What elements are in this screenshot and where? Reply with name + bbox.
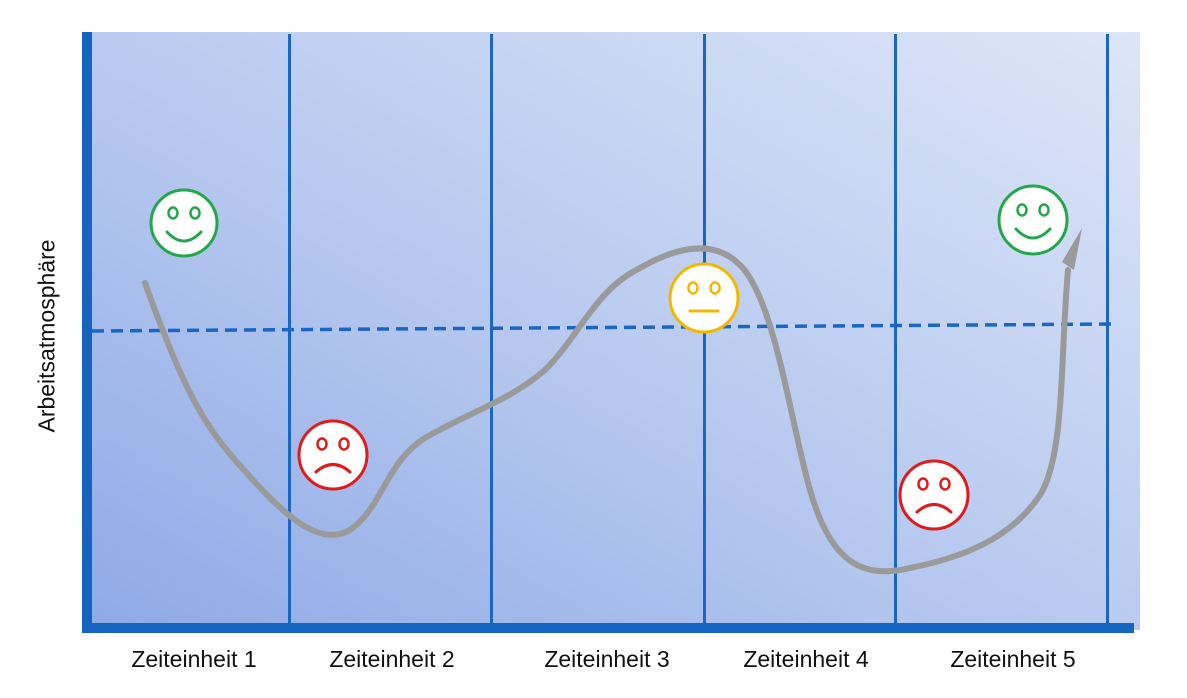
x-axis-label: Zeiteinheit 2 <box>329 646 455 672</box>
sad-face-icon <box>297 419 369 491</box>
neutral-face-icon <box>668 262 740 334</box>
x-axis-label: Zeiteinheit 5 <box>950 646 1076 672</box>
x-axis-label: Zeiteinheit 3 <box>544 646 670 672</box>
sad-face-icon <box>898 459 970 531</box>
plot-area <box>86 32 1140 630</box>
baseline-dashed-line <box>91 322 1119 333</box>
y-axis-label: Arbeitsatmosphäre <box>33 239 60 433</box>
mood-curve <box>142 245 1071 575</box>
y-axis <box>82 32 92 632</box>
curve-arrowhead <box>1062 228 1082 270</box>
divider-line <box>894 34 897 624</box>
x-axis-label: Zeiteinheit 1 <box>131 646 257 672</box>
happy-face-icon <box>997 184 1069 256</box>
x-axis-label: Zeiteinheit 4 <box>743 646 869 672</box>
divider-line <box>1106 34 1109 624</box>
happy-face-icon <box>149 188 219 258</box>
x-axis <box>82 623 1134 633</box>
